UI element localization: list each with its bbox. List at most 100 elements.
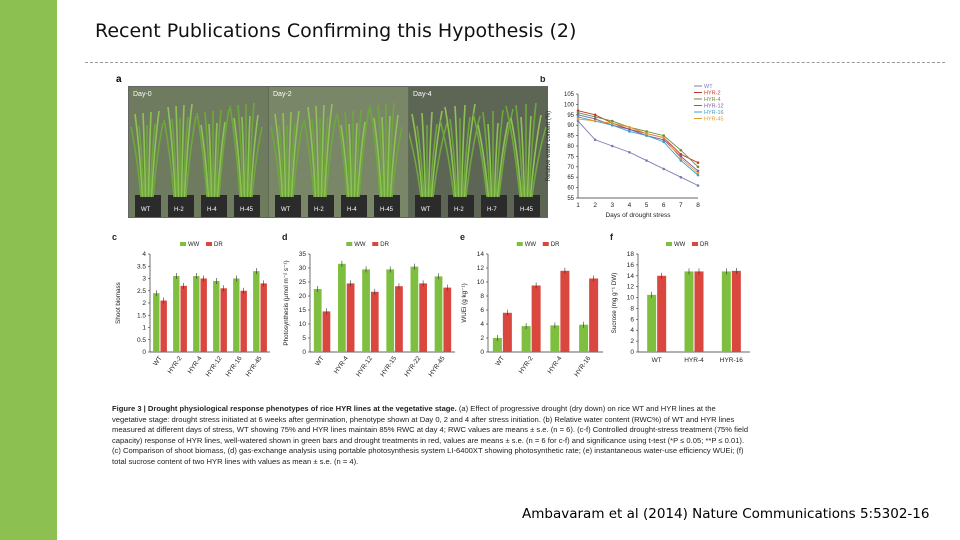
- leaf: [320, 104, 325, 198]
- data-point: [696, 184, 700, 187]
- data-point: [696, 173, 700, 177]
- data-point: [662, 167, 666, 171]
- leaf: [444, 106, 457, 198]
- bar: [322, 311, 331, 352]
- leaf: [531, 126, 547, 198]
- data-point: [576, 119, 580, 123]
- y-tick-label: 25: [299, 279, 307, 286]
- chart-b-rwc: b 55 60 65 70 75 80 85 90 95 100 105 1 2 3 4 5 6 7 8 Days of…: [540, 76, 724, 219]
- bar: [338, 263, 346, 352]
- leaf: [496, 121, 509, 198]
- leaf: [409, 131, 422, 198]
- y-tick-label: 6: [630, 316, 634, 323]
- bar: [694, 271, 704, 352]
- pot: [234, 195, 260, 217]
- leaf: [449, 118, 458, 198]
- x-tick-label: HYR-4: [333, 355, 350, 375]
- leaf: [388, 102, 395, 198]
- leaf: [290, 110, 300, 198]
- data-point: [645, 130, 648, 133]
- leaf: [353, 122, 358, 198]
- y-tick-label: 15: [299, 307, 307, 314]
- data-point: [610, 121, 614, 125]
- x-tick-label: HYR-4: [187, 355, 204, 375]
- y-tick-label: 30: [299, 265, 307, 272]
- leaf: [325, 115, 337, 198]
- leaf: [498, 108, 514, 198]
- caption-body: (a) Effect of progressive drought (dry d…: [112, 404, 749, 466]
- leaf: [373, 117, 383, 198]
- leaf: [454, 105, 460, 198]
- x-axis-label: Days of drought stress: [605, 212, 671, 219]
- y-tick-label: 100: [564, 102, 575, 108]
- data-point: [696, 161, 700, 164]
- bar: [502, 312, 512, 352]
- leaf: [515, 104, 524, 198]
- data-point: [610, 144, 614, 148]
- y-tick-label: 5: [302, 335, 306, 342]
- leaf: [171, 118, 178, 198]
- leaf: [196, 112, 208, 198]
- y-tick-label: 0: [630, 349, 634, 356]
- bar: [200, 278, 207, 352]
- y-tick-label: 2: [480, 335, 484, 342]
- plant-label: WT: [281, 207, 291, 213]
- leaf: [233, 117, 243, 198]
- legend-label: HYR-12: [704, 104, 724, 110]
- legend-ww-swatch: [516, 242, 523, 246]
- leaf: [185, 115, 197, 198]
- bar: [531, 285, 541, 352]
- leaf: [289, 123, 296, 198]
- x-tick-label: HYR-45: [245, 355, 264, 378]
- bar: [313, 289, 322, 352]
- leaf: [200, 124, 210, 198]
- data-point: [645, 134, 648, 137]
- y-tick-label: 60: [567, 186, 574, 192]
- plant-label: H-7: [487, 207, 497, 213]
- rice-photo-2: WT H-2 H-4 H-45 Day-2: [269, 87, 408, 217]
- pot: [135, 195, 161, 217]
- leaf: [274, 113, 284, 198]
- leaf: [430, 110, 443, 198]
- leaf: [204, 111, 211, 198]
- y-tick-label: 0: [480, 349, 484, 356]
- accent-sidebar: [0, 0, 57, 540]
- bar: [560, 270, 570, 352]
- y-tick-label: 95: [567, 113, 574, 119]
- pot: [415, 195, 441, 217]
- bar: [521, 326, 531, 352]
- leaf: [482, 111, 491, 198]
- y-tick-label: 0: [142, 349, 146, 356]
- rice-photo-3: WT H-2 H-7 H-45 Day-4: [409, 87, 548, 217]
- title-divider: [85, 62, 945, 63]
- plant-label: H-45: [520, 207, 534, 213]
- legend-dr-swatch: [542, 242, 549, 246]
- y-tick-label: 12: [477, 265, 485, 272]
- plant-label: H-45: [240, 207, 254, 213]
- data-point: [679, 148, 683, 152]
- leaf: [138, 125, 145, 198]
- leaf: [520, 116, 526, 198]
- x-tick-label: HYR-4: [684, 357, 704, 364]
- leaf: [526, 115, 532, 198]
- leaf: [183, 103, 193, 198]
- legend-ww-swatch: [666, 242, 672, 246]
- legend-label: HYR-4: [704, 97, 721, 103]
- leaf: [213, 122, 218, 198]
- leaf: [355, 109, 362, 198]
- y-tick-label: 2.5: [137, 288, 146, 295]
- leaf: [460, 104, 466, 198]
- citation: Ambavaram et al (2014) Nature Communicat…: [522, 506, 930, 522]
- data-point: [628, 125, 631, 129]
- legend-label: HYR-45: [704, 117, 724, 123]
- pot: [374, 195, 400, 217]
- rice-photo-panel: WT H-2 H-4 H-45 Day-0 WT H-2 H-4 H-45 Day-2 WT H-2 H…: [128, 86, 548, 218]
- bar: [370, 291, 379, 352]
- chart-e-wuei: e 0 2 4 6 8 10 12 14 WUEi (g kg⁻¹) WW DR WT HYR-2 HYR-…: [460, 232, 603, 378]
- bar: [731, 270, 741, 352]
- leaf: [463, 103, 476, 198]
- x-tick-label: WT: [152, 355, 164, 367]
- leaf: [495, 109, 504, 198]
- leaf: [432, 122, 448, 198]
- pot: [168, 195, 194, 217]
